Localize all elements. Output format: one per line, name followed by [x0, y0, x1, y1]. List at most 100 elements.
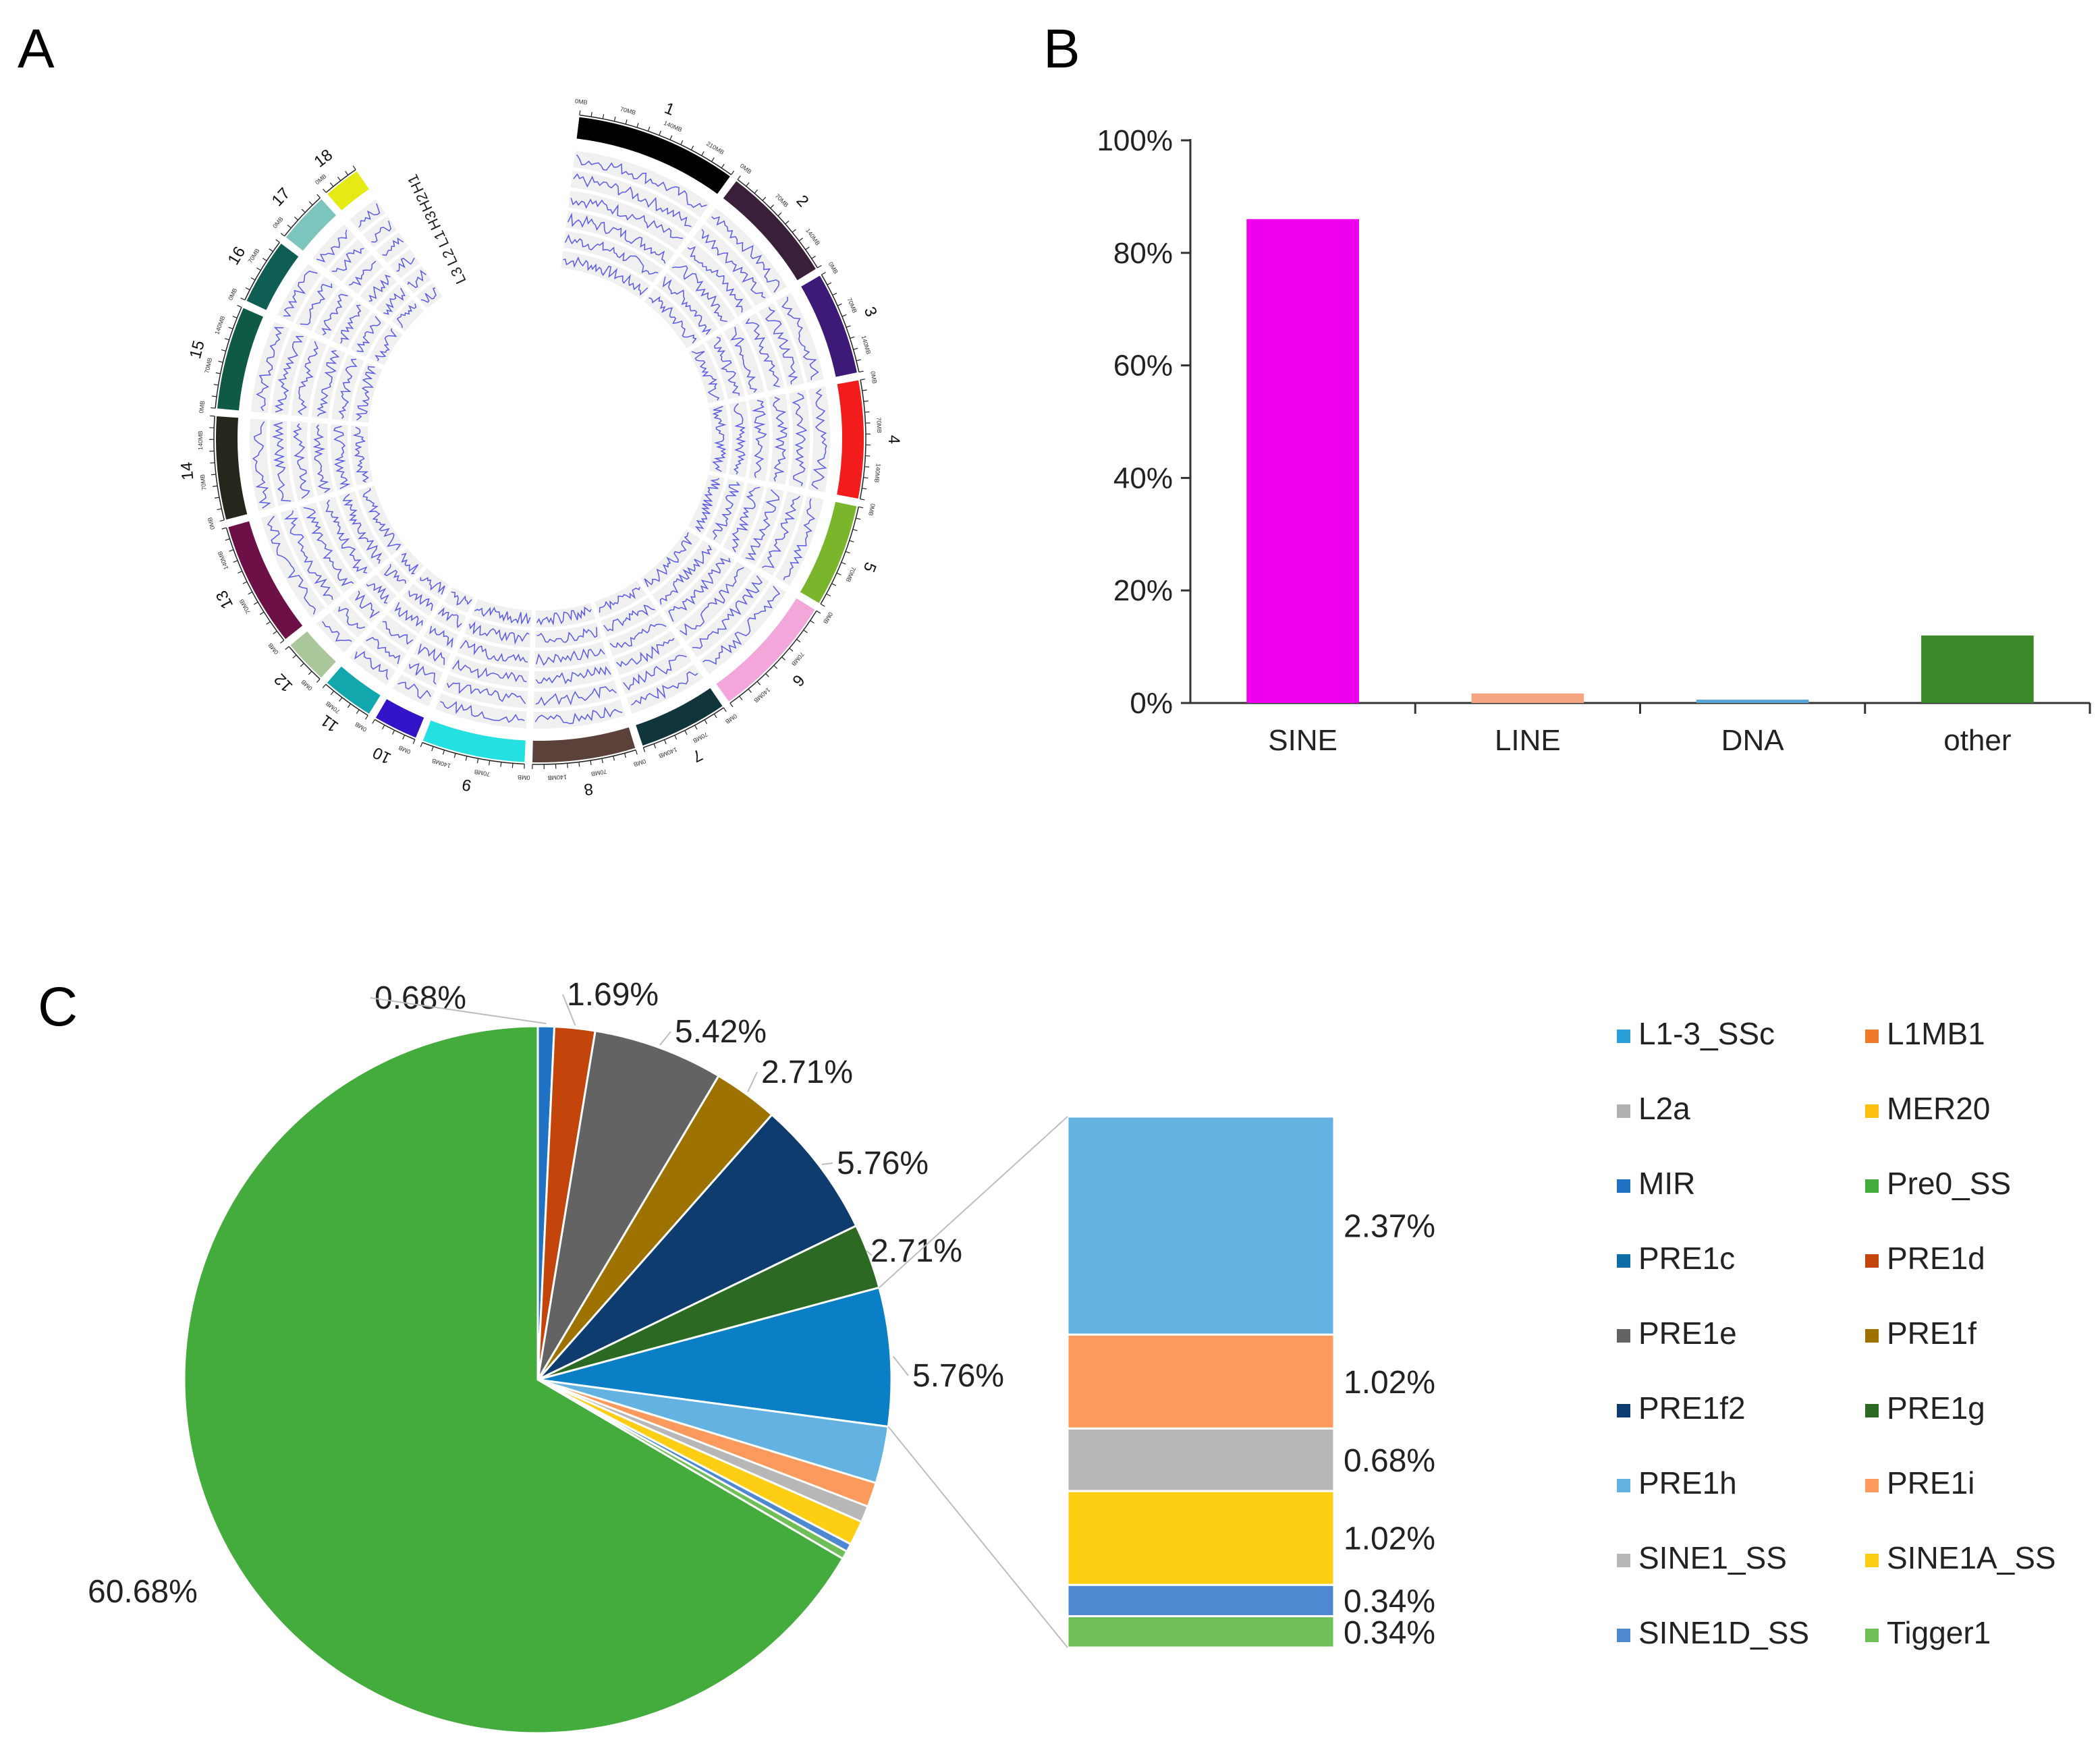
- y-tick-label: 0%: [1130, 687, 1173, 720]
- track-line: [300, 283, 333, 325]
- chromosome-11-band: [327, 666, 381, 714]
- track-line: [440, 701, 525, 723]
- track-line: [603, 604, 655, 632]
- chromosome-tick: [266, 621, 271, 625]
- chromosome-tick: [659, 130, 661, 136]
- x-category-label: DNA: [1721, 724, 1785, 757]
- chromosome-scale-label: 140MB: [752, 686, 771, 704]
- track-background: [561, 251, 651, 300]
- track-line: [447, 682, 526, 704]
- chromosome-tick: [613, 756, 615, 761]
- bar-dna: [1696, 699, 1809, 703]
- chromosome-scale-label: 70MB: [790, 651, 806, 667]
- track-line: [672, 265, 727, 322]
- chromosome-tick: [846, 325, 851, 328]
- pie-leader-line: [821, 1162, 833, 1165]
- chromosome-label: 3: [860, 304, 881, 319]
- track-background: [332, 300, 370, 349]
- chromosome-tick: [811, 256, 816, 259]
- track-background: [709, 404, 729, 474]
- track-line: [383, 287, 406, 315]
- chromosome-label: 16: [224, 244, 249, 269]
- track-label: L2: [439, 246, 461, 269]
- chromosome-tick: [704, 719, 708, 725]
- legend-swatch-pre1e: [1617, 1329, 1630, 1343]
- chromosome-tick: [489, 760, 491, 766]
- legend-label: PRE1f: [1887, 1316, 1977, 1351]
- chromosome-tick: [590, 760, 592, 766]
- chromosome-9-band: [422, 720, 526, 762]
- pie-leader-line: [747, 1071, 758, 1092]
- pie-label-pre1d: 1.69%: [567, 977, 659, 1013]
- track-line: [783, 498, 816, 580]
- track-background: [363, 574, 397, 608]
- chromosome-tick: [269, 248, 273, 252]
- chromosome-13-axis: [225, 528, 285, 641]
- chromosome-scale-label: 70MB: [875, 417, 883, 433]
- chromosome-tick: [301, 208, 306, 213]
- track-line: [702, 586, 781, 665]
- chromosome-tick: [218, 360, 223, 363]
- chromosome-tick: [578, 762, 580, 767]
- chromosome-label: 14: [177, 461, 197, 481]
- chromosome-5-band: [800, 501, 857, 603]
- chromosome-1-axis: [579, 114, 732, 175]
- chromosome-tick: [245, 287, 250, 291]
- track-line: [420, 577, 445, 595]
- track-line: [371, 220, 392, 243]
- chromosome-2-band: [723, 181, 816, 281]
- legend-label: SINE1_SS: [1638, 1540, 1787, 1575]
- track-background: [316, 613, 356, 653]
- chromosome-tick: [442, 750, 445, 755]
- breakout-label: 0.34%: [1344, 1583, 1435, 1619]
- track-line: [316, 349, 340, 417]
- chromosome-scale-label: 0MB: [633, 758, 647, 768]
- track-line: [252, 421, 271, 509]
- track-line: [333, 426, 351, 490]
- chromosome-tick: [465, 756, 468, 761]
- chromosome-tick: [233, 560, 238, 563]
- chromosome-tick: [860, 499, 865, 501]
- track-line: [687, 246, 744, 313]
- breakout-segment-sine1_ss: [1066, 1427, 1335, 1492]
- track-line: [751, 399, 767, 478]
- chromosome-tick: [785, 221, 790, 225]
- track-line: [701, 229, 766, 299]
- chromosome-tick: [674, 735, 678, 740]
- chromosome-label: 10: [370, 743, 394, 767]
- chromosome-label: 4: [885, 435, 903, 444]
- chromosome-4-band: [837, 380, 864, 499]
- y-tick-label: 40%: [1113, 461, 1173, 495]
- chromosome-label: 12: [271, 670, 296, 696]
- legend-swatch-sine1a_ss: [1865, 1554, 1879, 1567]
- track-background: [534, 660, 613, 688]
- legend-label: Tigger1: [1887, 1615, 1991, 1650]
- chromosome-tick: [339, 697, 343, 702]
- track-line: [662, 276, 712, 335]
- legend-label: PRE1c: [1638, 1241, 1735, 1276]
- chromosome-tick: [721, 163, 725, 169]
- track-background: [669, 256, 736, 327]
- legend-label: PRE1h: [1638, 1465, 1737, 1500]
- track-line: [668, 557, 731, 622]
- chromosome-tick: [228, 327, 233, 330]
- chromosome-tick: [841, 561, 846, 565]
- chromosome-label: 6: [789, 671, 808, 690]
- chromosome-tick: [816, 610, 821, 614]
- chromosome-label: 17: [269, 184, 294, 210]
- chromosome-tick: [680, 140, 684, 145]
- track-line: [713, 337, 740, 396]
- track-line: [452, 659, 527, 683]
- chromosome-scale-label: 140MB: [663, 119, 683, 133]
- track-background: [311, 345, 346, 419]
- chromosome-scale-label: 70MB: [203, 357, 213, 374]
- chromosome-tick: [214, 497, 220, 499]
- chromosome-tick: [601, 758, 603, 764]
- chromosome-12-band: [290, 631, 336, 678]
- chromosome-tick: [345, 171, 349, 175]
- chromosome-tick: [420, 742, 423, 748]
- track-line: [352, 426, 369, 483]
- track-line: [535, 648, 605, 666]
- x-category-label: other: [1943, 724, 2011, 757]
